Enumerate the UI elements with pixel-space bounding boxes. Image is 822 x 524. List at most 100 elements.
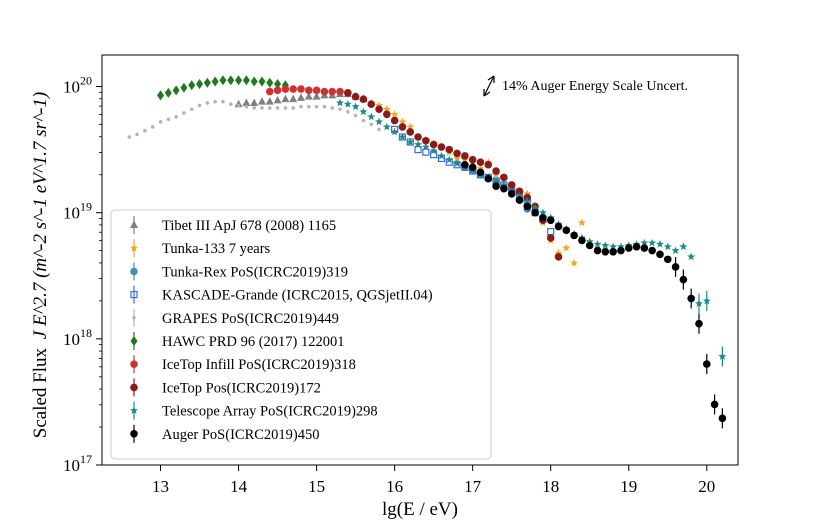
- data-point: [367, 112, 376, 121]
- data-point: [281, 85, 290, 93]
- legend-marker: [130, 430, 138, 438]
- data-point: [437, 143, 446, 151]
- legend-label: Telescope Array PoS(ICRC2019)298: [162, 404, 378, 420]
- legend-marker: [130, 291, 138, 299]
- legend-entry: Tunka-Rex PoS(ICRC2019)319: [130, 262, 348, 281]
- series-layer: [127, 75, 727, 429]
- data-point: [500, 173, 508, 182]
- legend-label: Tunka-133 7 years: [162, 241, 271, 257]
- x-tick-label: 17: [464, 477, 482, 496]
- legend-label: IceTop Pos(ICRC2019)172: [162, 380, 321, 396]
- legend-marker: [130, 406, 138, 414]
- data-point: [609, 242, 618, 251]
- data-point: [609, 248, 617, 256]
- svg-text:Scaled Flux J E^2.7 (m^-: Scaled Flux J E^2.7 (m^-2 s^-1 eV^1.7 sr…: [30, 92, 51, 438]
- data-point: [172, 85, 180, 96]
- data-point: [135, 132, 139, 137]
- data-point: [453, 154, 462, 162]
- data-point: [437, 151, 446, 160]
- data-point: [273, 95, 282, 104]
- data-point: [429, 146, 438, 155]
- legend-entry: GRAPES PoS(ICRC2019)449: [132, 308, 339, 327]
- data-point: [157, 90, 165, 101]
- legend-entry: Auger PoS(ICRC2019)450: [130, 424, 320, 443]
- data-point: [205, 101, 210, 105]
- data-point: [507, 189, 516, 198]
- legend-marker: [130, 244, 138, 252]
- data-point: [203, 77, 211, 88]
- data-point: [476, 164, 485, 172]
- x-tick-label: 15: [308, 477, 325, 496]
- data-point: [702, 360, 711, 368]
- data-point: [562, 226, 571, 235]
- data-point: [523, 197, 532, 205]
- x-tick-label: 20: [698, 477, 715, 496]
- data-point: [242, 75, 250, 86]
- data-point: [336, 87, 344, 96]
- data-point: [531, 208, 539, 217]
- data-point: [679, 242, 688, 251]
- data-point: [267, 106, 272, 110]
- data-point: [648, 238, 657, 247]
- data-point: [353, 113, 358, 118]
- data-point: [398, 117, 407, 126]
- data-point: [577, 218, 586, 227]
- legend-marker: [130, 383, 138, 392]
- data-point: [500, 184, 508, 193]
- data-point: [422, 136, 430, 145]
- data-point: [601, 241, 610, 249]
- y-axis-title-math: J E^2.7 (m^-2 s^-1 eV^1.7 sr^-1): [30, 92, 51, 339]
- series-4: [127, 99, 381, 139]
- data-point: [322, 104, 327, 109]
- data-point: [344, 89, 352, 97]
- data-point: [312, 92, 321, 100]
- data-point: [221, 99, 225, 104]
- data-point: [492, 176, 501, 185]
- data-point: [346, 109, 350, 114]
- data-point: [180, 82, 188, 93]
- data-point: [375, 101, 384, 109]
- data-point: [562, 243, 571, 252]
- data-point: [166, 117, 171, 122]
- data-point: [461, 160, 469, 169]
- y-axis: 1017 1018 1019 1020: [63, 74, 102, 475]
- data-point: [398, 123, 407, 131]
- data-point: [312, 86, 321, 95]
- data-point: [296, 93, 305, 101]
- data-point: [158, 120, 163, 124]
- data-point: [219, 75, 227, 86]
- y-axis-title: Scaled Flux J E^2.7 (m^-2 s^-1 eV^1.7 sr…: [30, 92, 51, 438]
- data-point: [453, 149, 461, 158]
- data-point: [624, 244, 633, 252]
- legend-marker: [130, 220, 138, 228]
- data-point: [694, 299, 703, 307]
- legend-marker: [130, 267, 138, 276]
- data-point: [227, 75, 235, 86]
- series-5: [157, 75, 289, 101]
- data-point: [578, 236, 586, 245]
- data-point: [377, 127, 381, 132]
- data-point: [320, 87, 329, 96]
- data-point: [585, 241, 594, 250]
- data-point: [640, 238, 649, 247]
- data-point: [375, 117, 384, 126]
- data-point: [461, 152, 469, 160]
- data-point: [632, 242, 641, 251]
- data-point: [523, 202, 532, 211]
- x-tick-label: 16: [386, 477, 403, 496]
- data-point: [539, 213, 547, 222]
- data-point: [297, 85, 305, 93]
- data-point: [258, 76, 266, 87]
- legend-entry: IceTop Pos(ICRC2019)172: [130, 378, 321, 397]
- data-point: [422, 148, 430, 156]
- data-point: [330, 106, 335, 110]
- data-point: [367, 100, 376, 108]
- data-point: [236, 103, 241, 108]
- data-point: [211, 76, 219, 87]
- data-point: [414, 133, 422, 141]
- data-point: [299, 104, 303, 109]
- data-point: [127, 135, 132, 139]
- annotation-text: 14% Auger Energy Scale Uncert.: [502, 79, 688, 94]
- data-point: [359, 107, 368, 116]
- x-tick-label: 18: [542, 477, 559, 496]
